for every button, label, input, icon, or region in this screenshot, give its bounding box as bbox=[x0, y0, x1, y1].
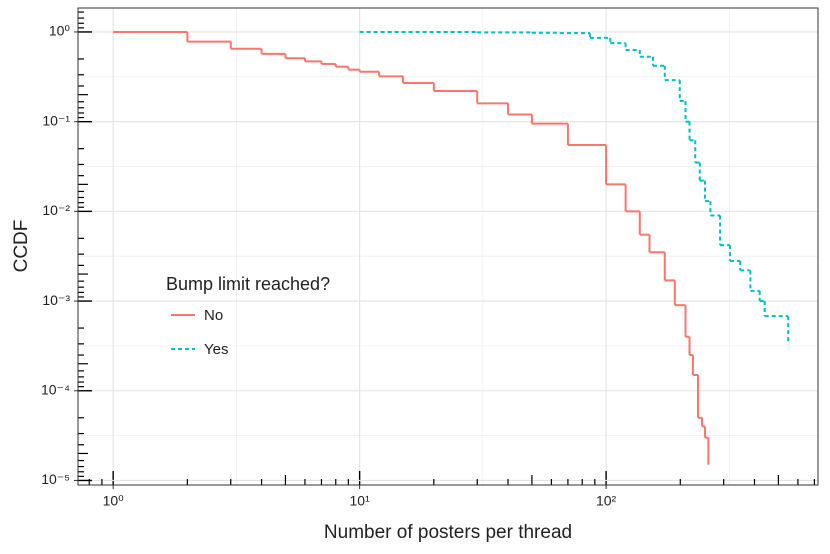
y-tick-label: 10⁻¹ bbox=[42, 112, 70, 128]
plot-border bbox=[77, 7, 819, 486]
y-tick-label: 10⁻⁴ bbox=[41, 381, 70, 397]
y-tick-label: 10⁻⁵ bbox=[41, 471, 70, 487]
x-tick-label: 10² bbox=[596, 493, 617, 509]
x-tick-label: 10¹ bbox=[350, 493, 371, 509]
y-tick-label: 10⁻² bbox=[42, 202, 70, 218]
x-axis-label: Number of posters per thread bbox=[324, 522, 572, 543]
y-tick-label: 10⁻³ bbox=[42, 292, 70, 308]
legend-label: No bbox=[204, 307, 223, 324]
x-tick-label: 10⁰ bbox=[103, 493, 125, 509]
legend-title: Bump limit reached? bbox=[166, 274, 330, 294]
y-axis-label: CCDF bbox=[11, 220, 32, 273]
y-tick-label: 10⁰ bbox=[49, 23, 71, 39]
legend-label: Yes bbox=[204, 341, 228, 358]
